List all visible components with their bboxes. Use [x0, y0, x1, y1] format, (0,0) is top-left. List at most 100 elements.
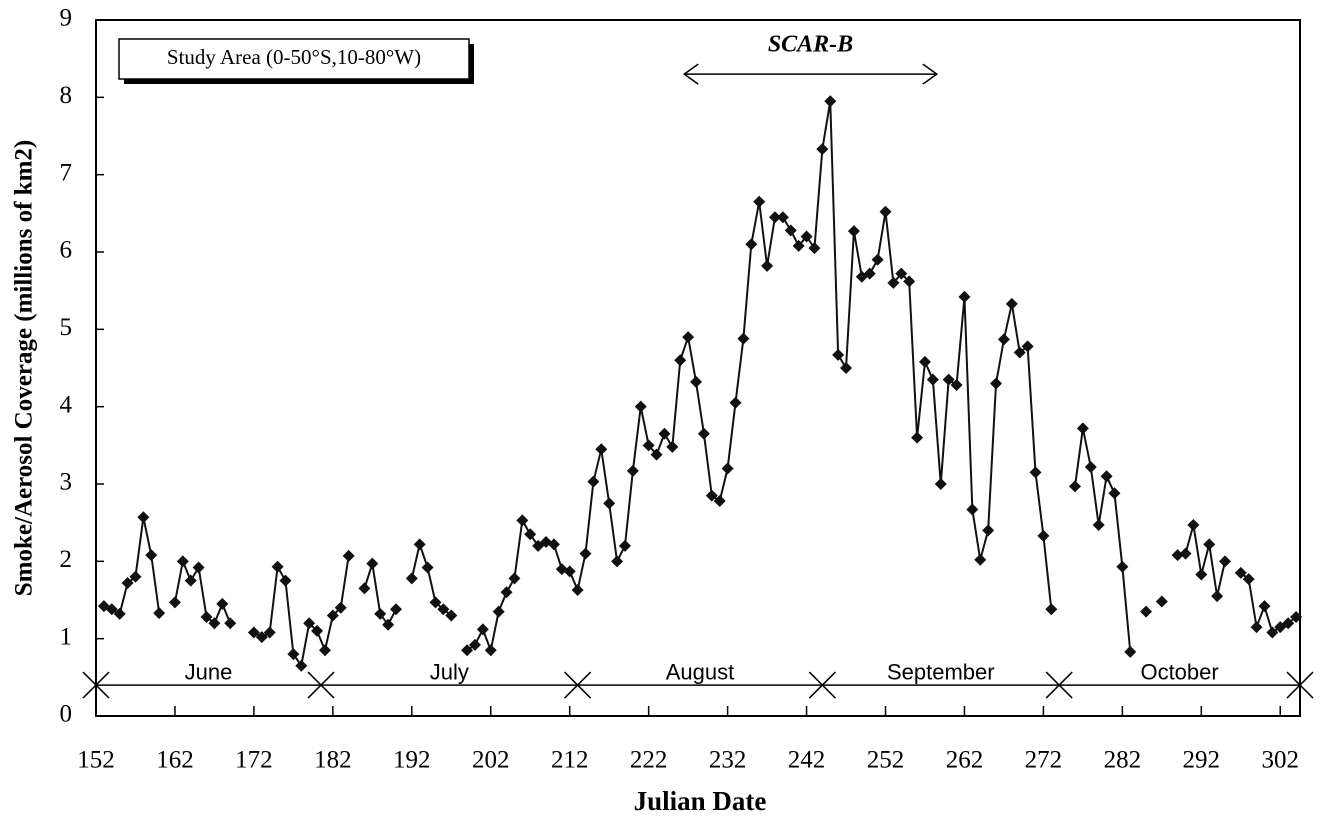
x-tick-label: 162: [156, 747, 194, 774]
x-tick-label: 232: [709, 747, 747, 774]
data-point: [926, 373, 939, 386]
y-tick-label: 8: [60, 82, 73, 109]
data-point: [808, 242, 821, 255]
x-tick-label: 192: [393, 747, 431, 774]
x-tick-label: 262: [946, 747, 984, 774]
data-point: [950, 379, 963, 392]
data-point: [737, 332, 750, 345]
data-point: [871, 253, 884, 266]
data-point: [311, 624, 324, 637]
data-point: [776, 211, 789, 224]
y-tick-label: 5: [60, 314, 73, 341]
data-point: [461, 644, 474, 657]
data-point: [390, 603, 403, 616]
x-tick-label: 202: [472, 747, 510, 774]
data-point: [1029, 466, 1042, 479]
data-point: [918, 355, 931, 368]
data-point: [800, 230, 813, 243]
data-point: [1084, 460, 1097, 473]
data-point: [184, 574, 197, 587]
x-tick-label: 302: [1262, 747, 1300, 774]
month-bound: [307, 671, 335, 699]
data-point: [634, 400, 647, 413]
data-point: [358, 582, 371, 595]
month-bound: [1286, 671, 1314, 699]
data-point: [1116, 560, 1129, 573]
data-point: [1021, 340, 1034, 353]
data-point: [1179, 547, 1192, 560]
data-point: [690, 375, 703, 388]
data-point: [745, 238, 758, 251]
data-point: [721, 462, 734, 475]
data-point: [958, 290, 971, 303]
data-point: [761, 259, 774, 272]
data-point: [942, 373, 955, 386]
data-point: [784, 224, 797, 237]
data-point: [153, 607, 166, 620]
x-tick-label: 272: [1025, 747, 1063, 774]
y-tick-label: 3: [60, 469, 73, 496]
y-tick-label: 2: [60, 546, 73, 573]
data-point: [832, 348, 845, 361]
data-point: [1155, 595, 1168, 608]
data-point: [1203, 538, 1216, 551]
data-point: [990, 377, 1003, 390]
data-point: [326, 609, 339, 622]
data-point: [571, 583, 584, 596]
data-point: [792, 239, 805, 252]
data-point: [445, 609, 458, 622]
data-point: [1076, 422, 1089, 435]
data-point: [753, 195, 766, 208]
data-point: [113, 607, 126, 620]
data-point: [626, 464, 639, 477]
data-point: [1005, 297, 1018, 310]
data-point: [863, 267, 876, 280]
x-tick-label: 292: [1183, 747, 1221, 774]
inset-label: Study Area (0-50°S,10-80°W): [167, 45, 421, 69]
data-point: [137, 511, 150, 524]
data-point: [1187, 518, 1200, 531]
y-axis-label: Smoke/Aerosol Coverage (millions of km2): [11, 140, 38, 596]
data-point: [271, 560, 284, 573]
data-point: [413, 538, 426, 551]
annotation-arrow: [682, 63, 939, 85]
y-tick-label: 7: [60, 159, 73, 186]
data-point: [484, 644, 497, 657]
data-point: [295, 659, 308, 672]
data-point: [887, 276, 900, 289]
month-bound: [82, 671, 110, 699]
inset-box: [118, 38, 470, 80]
data-point: [1092, 518, 1105, 531]
data-point: [200, 611, 213, 624]
data-point: [997, 333, 1010, 346]
x-tick-label: 182: [314, 747, 352, 774]
data-point: [382, 618, 395, 631]
data-point: [768, 211, 781, 224]
data-point: [1013, 346, 1026, 359]
data-point: [1037, 529, 1050, 542]
data-point: [287, 648, 300, 661]
x-tick-label: 252: [867, 747, 905, 774]
data-point: [192, 561, 205, 574]
data-point: [129, 570, 142, 583]
data-point: [145, 549, 158, 562]
data-point: [342, 549, 355, 562]
data-point: [903, 275, 916, 288]
data-point: [895, 267, 908, 280]
data-point: [966, 503, 979, 516]
data-point: [603, 497, 616, 510]
data-point: [279, 574, 292, 587]
y-tick-label: 9: [60, 5, 73, 32]
data-point: [516, 514, 529, 527]
data-point: [1250, 621, 1263, 634]
data-point: [405, 572, 418, 585]
data-point: [1068, 480, 1081, 493]
data-point: [1242, 573, 1255, 586]
data-point: [816, 143, 829, 156]
data-point: [121, 576, 134, 589]
data-point: [713, 495, 726, 508]
data-point: [1266, 626, 1279, 639]
data-point: [366, 557, 379, 570]
data-point: [168, 596, 181, 609]
